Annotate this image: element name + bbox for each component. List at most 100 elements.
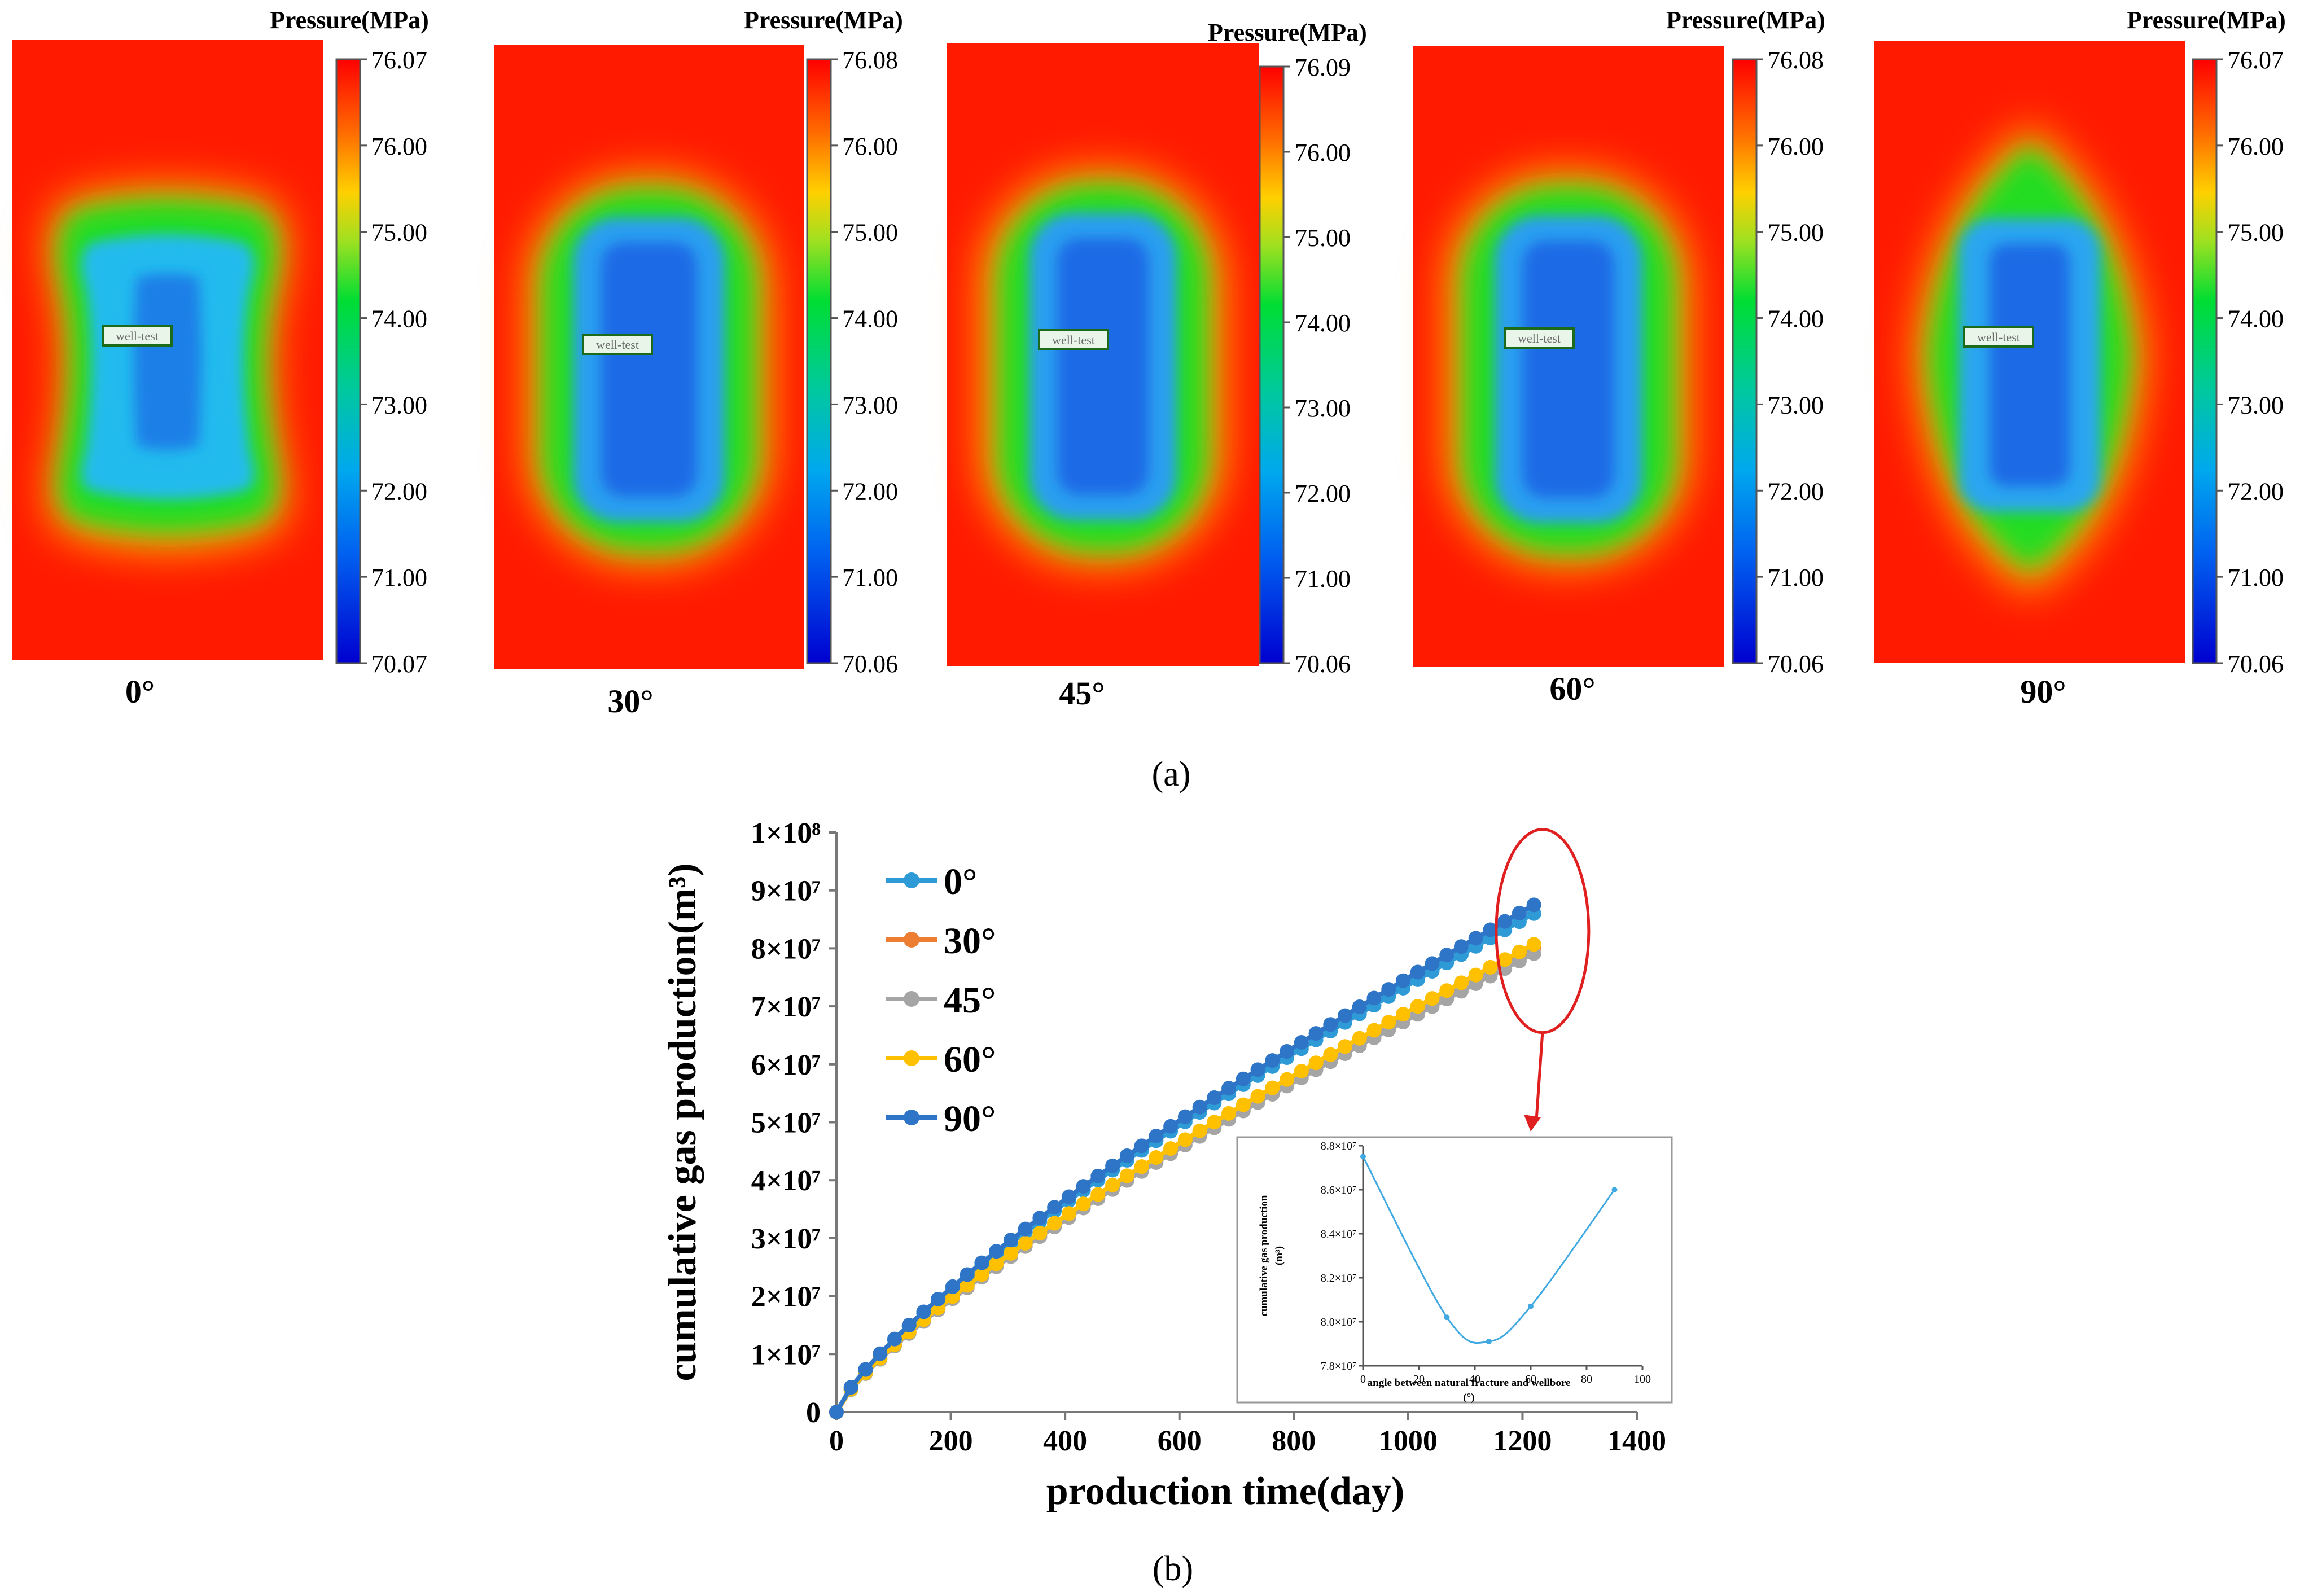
panel-a-label: (a) bbox=[1152, 755, 1191, 793]
legend-marker bbox=[904, 872, 919, 888]
well-label: well-test bbox=[1052, 333, 1095, 347]
colorbar-title: Pressure(MPa) bbox=[744, 6, 903, 34]
well-label: well-test bbox=[116, 329, 159, 343]
well-label: well-test bbox=[596, 337, 639, 352]
data-point bbox=[1439, 948, 1455, 963]
data-point bbox=[1526, 937, 1541, 952]
y-tick-label: 5×10⁷ bbox=[751, 1107, 821, 1139]
y-tick-label: 9×10⁷ bbox=[751, 875, 821, 907]
colorbar-4: 76.07 76.00 75.00 74.00 73.00 72.00 71.00 70.06… bbox=[2020, 6, 2285, 710]
data-point bbox=[1497, 914, 1513, 929]
data-point bbox=[1280, 1044, 1295, 1059]
pressure-map-30: well-test bbox=[494, 45, 804, 669]
data-point bbox=[1250, 1062, 1265, 1077]
x-tick-label: 400 bbox=[1043, 1425, 1087, 1457]
data-point bbox=[1338, 1039, 1353, 1054]
colorbar-title: Pressure(MPa) bbox=[2127, 6, 2286, 34]
x-tick-label: 1400 bbox=[1607, 1425, 1666, 1457]
data-point bbox=[1338, 1008, 1353, 1023]
colorbar-tick-label: 76.00 bbox=[1768, 133, 1824, 160]
colorbar-tick-label: 72.00 bbox=[1295, 480, 1351, 507]
y-tick-label: 2×10⁷ bbox=[751, 1281, 821, 1313]
colorbar-0: 76.07 76.00 75.00 74.00 73.00 72.00 71.00 70.07… bbox=[125, 6, 429, 710]
colorbar-tick-label: 75.00 bbox=[1768, 219, 1824, 247]
inset-x-tick-label: 0 bbox=[1360, 1373, 1366, 1385]
pressure-maps-panel: well-test well-test well-test bbox=[12, 6, 2286, 793]
data-point bbox=[1192, 1123, 1207, 1138]
data-point bbox=[1163, 1141, 1179, 1156]
colorbar-tick-label: 73.00 bbox=[371, 391, 427, 419]
colorbar-tick-label: 76.00 bbox=[2228, 133, 2284, 160]
data-point bbox=[1294, 1035, 1309, 1050]
arrow-head bbox=[1524, 1115, 1541, 1132]
colorbar-tick-label: 74.00 bbox=[371, 305, 427, 333]
data-point bbox=[1090, 1187, 1106, 1202]
colorbar-tick-label: 72.00 bbox=[371, 477, 427, 505]
data-point bbox=[1032, 1226, 1048, 1241]
map-angle-label: 45° bbox=[1059, 675, 1105, 712]
colorbar-tick-label: 75.00 bbox=[371, 219, 427, 247]
map-angle-label: 0° bbox=[125, 673, 155, 710]
inset-y-tick-label: 8.2×10⁷ bbox=[1321, 1272, 1356, 1284]
data-point bbox=[974, 1255, 989, 1270]
x-tick-label: 600 bbox=[1158, 1425, 1202, 1457]
inset-frame bbox=[1236, 1136, 1673, 1404]
data-point bbox=[1221, 1081, 1237, 1096]
colorbar-tick-label: 70.06 bbox=[842, 650, 898, 678]
x-tick-label: 800 bbox=[1272, 1425, 1316, 1457]
x-tick-label: 200 bbox=[929, 1425, 973, 1457]
colorbar-2: 76.09 76.00 75.00 74.00 73.00 72.00 71.00 70.06… bbox=[1059, 19, 1366, 712]
colorbar-tick-label: 75.00 bbox=[1295, 224, 1351, 252]
data-point bbox=[1425, 956, 1440, 971]
data-point bbox=[945, 1279, 960, 1294]
colorbar-3: 76.08 76.00 75.00 74.00 73.00 72.00 71.00 70.06… bbox=[1549, 6, 1825, 707]
data-point bbox=[887, 1331, 902, 1347]
data-point bbox=[1381, 982, 1396, 997]
data-point bbox=[1076, 1179, 1091, 1194]
colorbar-tick-label: 76.00 bbox=[1295, 139, 1351, 166]
data-point bbox=[1352, 1031, 1367, 1046]
inset-x-tick-label: 40 bbox=[1469, 1373, 1480, 1385]
legend-label: 90° bbox=[944, 1098, 996, 1139]
data-point bbox=[1294, 1063, 1309, 1078]
colorbar-tick-label: 74.00 bbox=[2228, 305, 2284, 333]
data-point bbox=[1425, 991, 1440, 1006]
y-tick-label: 0 bbox=[806, 1397, 821, 1429]
data-point bbox=[1468, 967, 1483, 983]
colorbar-tick-label: 72.00 bbox=[842, 477, 898, 505]
colorbar-tick-label: 74.00 bbox=[842, 305, 898, 333]
colorbar-tick-label: 76.09 bbox=[1295, 54, 1351, 81]
data-point bbox=[1265, 1080, 1280, 1095]
y-axis-label: cumulative gas production(m³) bbox=[661, 863, 704, 1381]
data-point bbox=[1119, 1168, 1134, 1183]
data-point bbox=[1526, 897, 1541, 913]
colorbar-scale bbox=[806, 58, 832, 664]
colorbar-tick-label: 70.07 bbox=[371, 650, 427, 678]
data-point bbox=[1512, 906, 1527, 921]
data-point bbox=[1134, 1159, 1149, 1174]
y-tick-label: 7×10⁷ bbox=[751, 991, 821, 1023]
data-point bbox=[1018, 1221, 1033, 1237]
inset-point bbox=[1528, 1303, 1534, 1309]
series-4 bbox=[829, 897, 1541, 1419]
colorbar-title: Pressure(MPa) bbox=[270, 6, 429, 34]
annotation-arrow bbox=[1535, 1032, 1544, 1121]
cumulative-production-chart: 0 1×10⁷ 2×10⁷ 3×10⁷ 4×10⁷ 5×10⁷ 6×10⁷ 7×10⁷ 8×10… bbox=[661, 817, 1666, 1513]
data-point bbox=[843, 1380, 858, 1395]
well-marker bbox=[582, 334, 653, 355]
map-angle-label: 90° bbox=[2020, 673, 2066, 710]
colorbar-scale bbox=[1259, 65, 1285, 664]
colorbar-tick-label: 71.00 bbox=[842, 564, 898, 591]
data-point bbox=[1003, 1233, 1018, 1248]
data-point bbox=[1410, 964, 1425, 980]
inset-x-tick-label: 20 bbox=[1413, 1373, 1425, 1385]
colorbar-tick-label: 75.00 bbox=[842, 219, 898, 247]
data-point bbox=[1105, 1177, 1120, 1192]
data-point bbox=[1366, 990, 1382, 1006]
data-point bbox=[1366, 1023, 1382, 1038]
well-marker bbox=[1504, 327, 1575, 349]
legend-marker bbox=[904, 1110, 919, 1125]
data-point bbox=[1381, 1015, 1396, 1030]
inset-x-axis-unit: (°) bbox=[1463, 1392, 1474, 1404]
